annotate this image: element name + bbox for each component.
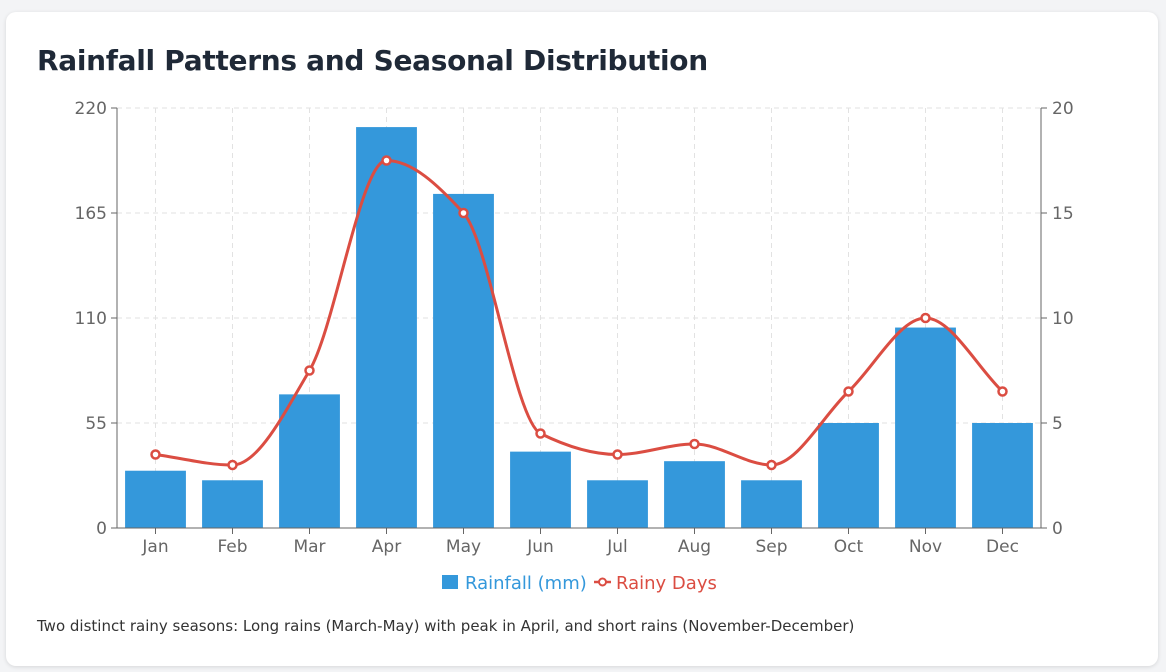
y-right-tick-label: 15 <box>1052 204 1074 224</box>
rainfall-bar-jan <box>125 470 186 528</box>
x-tick-label-may: May <box>446 537 481 557</box>
rainy-days-point-aug <box>689 438 700 450</box>
rainfall-bar-sep <box>741 480 802 528</box>
rainy-days-point-jun <box>535 428 546 439</box>
x-tick-label-feb: Feb <box>217 537 247 557</box>
x-tick-label-apr: Apr <box>372 537 401 557</box>
rainy-days-point-nov <box>920 312 931 324</box>
rainfall-bar-aug <box>664 461 725 528</box>
x-tick-label-jan: Jan <box>141 537 168 557</box>
rainy-days-point-feb <box>227 459 238 471</box>
rainy-days-point-sep <box>766 459 777 471</box>
rainy-days-point-may <box>458 207 469 219</box>
y-left-tick-label: 55 <box>85 414 107 434</box>
x-tick-label-oct: Oct <box>834 537 864 557</box>
rainy-days-point-jan <box>150 449 161 460</box>
rainfall-bar-feb <box>202 480 263 528</box>
rainy-days-point-mar <box>304 365 315 376</box>
rainfall-bar-jul <box>587 480 648 528</box>
y-right-tick-label: 0 <box>1052 519 1063 539</box>
x-tick-label-sep: Sep <box>755 537 787 557</box>
x-tick-label-jul: Jul <box>606 537 628 557</box>
y-right-tick-label: 5 <box>1052 414 1063 434</box>
rainy-days-point-apr <box>381 155 392 166</box>
rainfall-bar-nov <box>895 327 956 528</box>
legend-rainfall-swatch <box>442 575 458 589</box>
rainy-days-point-oct <box>843 386 854 397</box>
x-tick-label-nov: Nov <box>909 537 942 557</box>
legend-rainy-days-label: Rainy Days <box>616 573 717 594</box>
y-left-tick-label: 165 <box>75 204 107 224</box>
legend-rainy-days-marker <box>598 577 607 587</box>
rainfall-bar-dec <box>972 423 1033 528</box>
y-right-tick-label: 20 <box>1052 99 1074 119</box>
x-tick-label-mar: Mar <box>293 537 325 557</box>
x-tick-label-aug: Aug <box>678 537 711 557</box>
rainfall-bar-mar <box>279 394 340 528</box>
rainy-days-point-dec <box>997 386 1008 397</box>
chart-caption: Two distinct rainy seasons: Long rains (… <box>37 617 855 635</box>
rainfall-bar-jun <box>510 451 571 528</box>
rainy-days-point-jul <box>612 449 623 460</box>
rainfall-bar-oct <box>818 423 879 528</box>
chart-title: Rainfall Patterns and Seasonal Distribut… <box>37 44 708 77</box>
rainfall-bar-apr <box>356 127 417 528</box>
y-right-tick-label: 10 <box>1052 309 1074 329</box>
chart-card <box>6 12 1158 666</box>
x-tick-label-dec: Dec <box>986 537 1019 557</box>
y-left-tick-label: 110 <box>75 309 107 329</box>
legend-rainfall-label: Rainfall (mm) <box>465 573 587 594</box>
rainfall-bar-may <box>433 193 494 528</box>
y-left-tick-label: 220 <box>75 99 107 119</box>
y-left-tick-label: 0 <box>96 519 107 539</box>
x-tick-label-jun: Jun <box>526 537 554 557</box>
